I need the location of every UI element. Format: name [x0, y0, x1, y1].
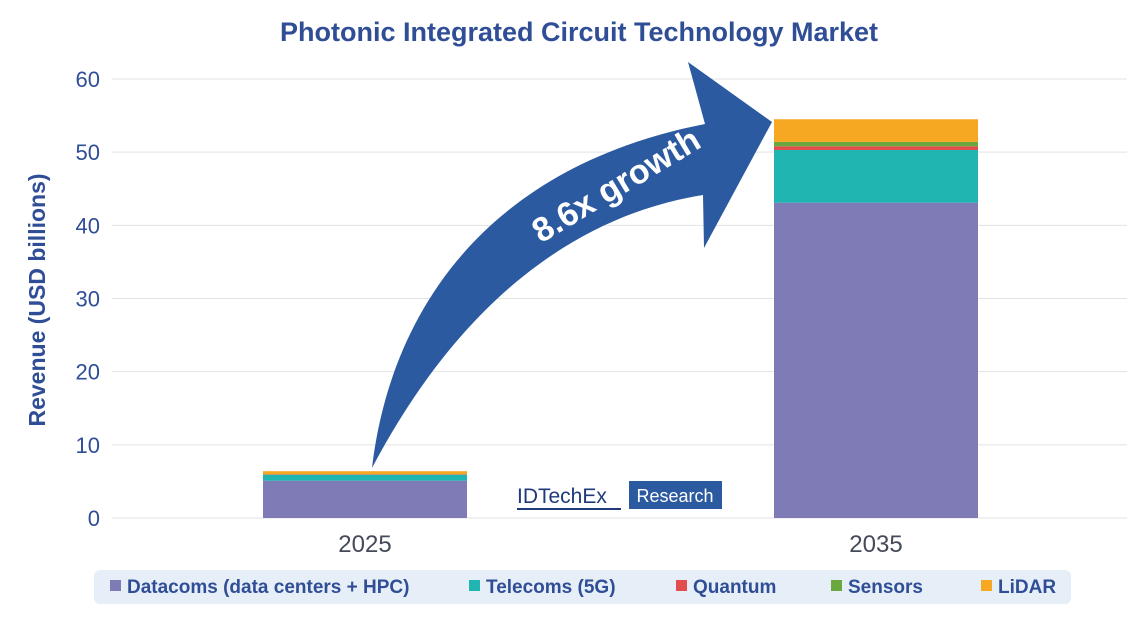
x-tick-label: 2035	[849, 531, 902, 558]
legend-label: Telecoms (5G)	[486, 577, 616, 598]
bar-segment	[774, 146, 978, 150]
legend-label: Datacoms (data centers + HPC)	[127, 577, 409, 598]
bar-segment	[774, 141, 978, 147]
legend-swatch	[981, 580, 992, 591]
bars	[263, 119, 978, 518]
legend-swatch	[469, 580, 480, 591]
x-axis-labels: 2025 2035	[338, 531, 902, 558]
y-axis-label: Revenue (USD billions)	[24, 173, 50, 426]
logo-box	[629, 481, 722, 509]
legend-label: Quantum	[693, 577, 776, 598]
legend-label: Sensors	[848, 577, 923, 598]
legend-label: LiDAR	[998, 577, 1056, 598]
y-axis-ticks: 0 10 20 30 40 50 60	[76, 67, 100, 531]
idtechex-logo: IDTechEx Research	[517, 481, 722, 510]
legend-swatch	[110, 580, 121, 591]
logo-research-text: Research	[636, 486, 713, 506]
y-tick-label: 30	[76, 287, 100, 312]
bar-segment	[263, 474, 467, 481]
legend: Datacoms (data centers + HPC) Telecoms (5…	[110, 577, 1056, 598]
x-tick-label: 2025	[338, 531, 391, 558]
legend-box	[94, 570, 1071, 604]
chart-title: Photonic Integrated Circuit Technology M…	[280, 17, 878, 47]
y-tick-label: 60	[76, 67, 100, 92]
y-tick-label: 50	[76, 140, 100, 165]
y-tick-label: 10	[76, 433, 100, 458]
bar-segment	[774, 149, 978, 203]
bar-segment	[774, 202, 978, 518]
legend-swatch	[831, 580, 842, 591]
y-tick-label: 20	[76, 360, 100, 385]
legend-swatch	[676, 580, 687, 591]
bar-segment	[263, 480, 467, 518]
bar-segment	[263, 471, 467, 475]
y-tick-label: 40	[76, 213, 100, 238]
growth-arrow	[372, 62, 772, 468]
y-tick-label: 0	[88, 506, 100, 531]
logo-text: IDTechEx	[517, 485, 607, 508]
bar-segment	[774, 119, 978, 142]
